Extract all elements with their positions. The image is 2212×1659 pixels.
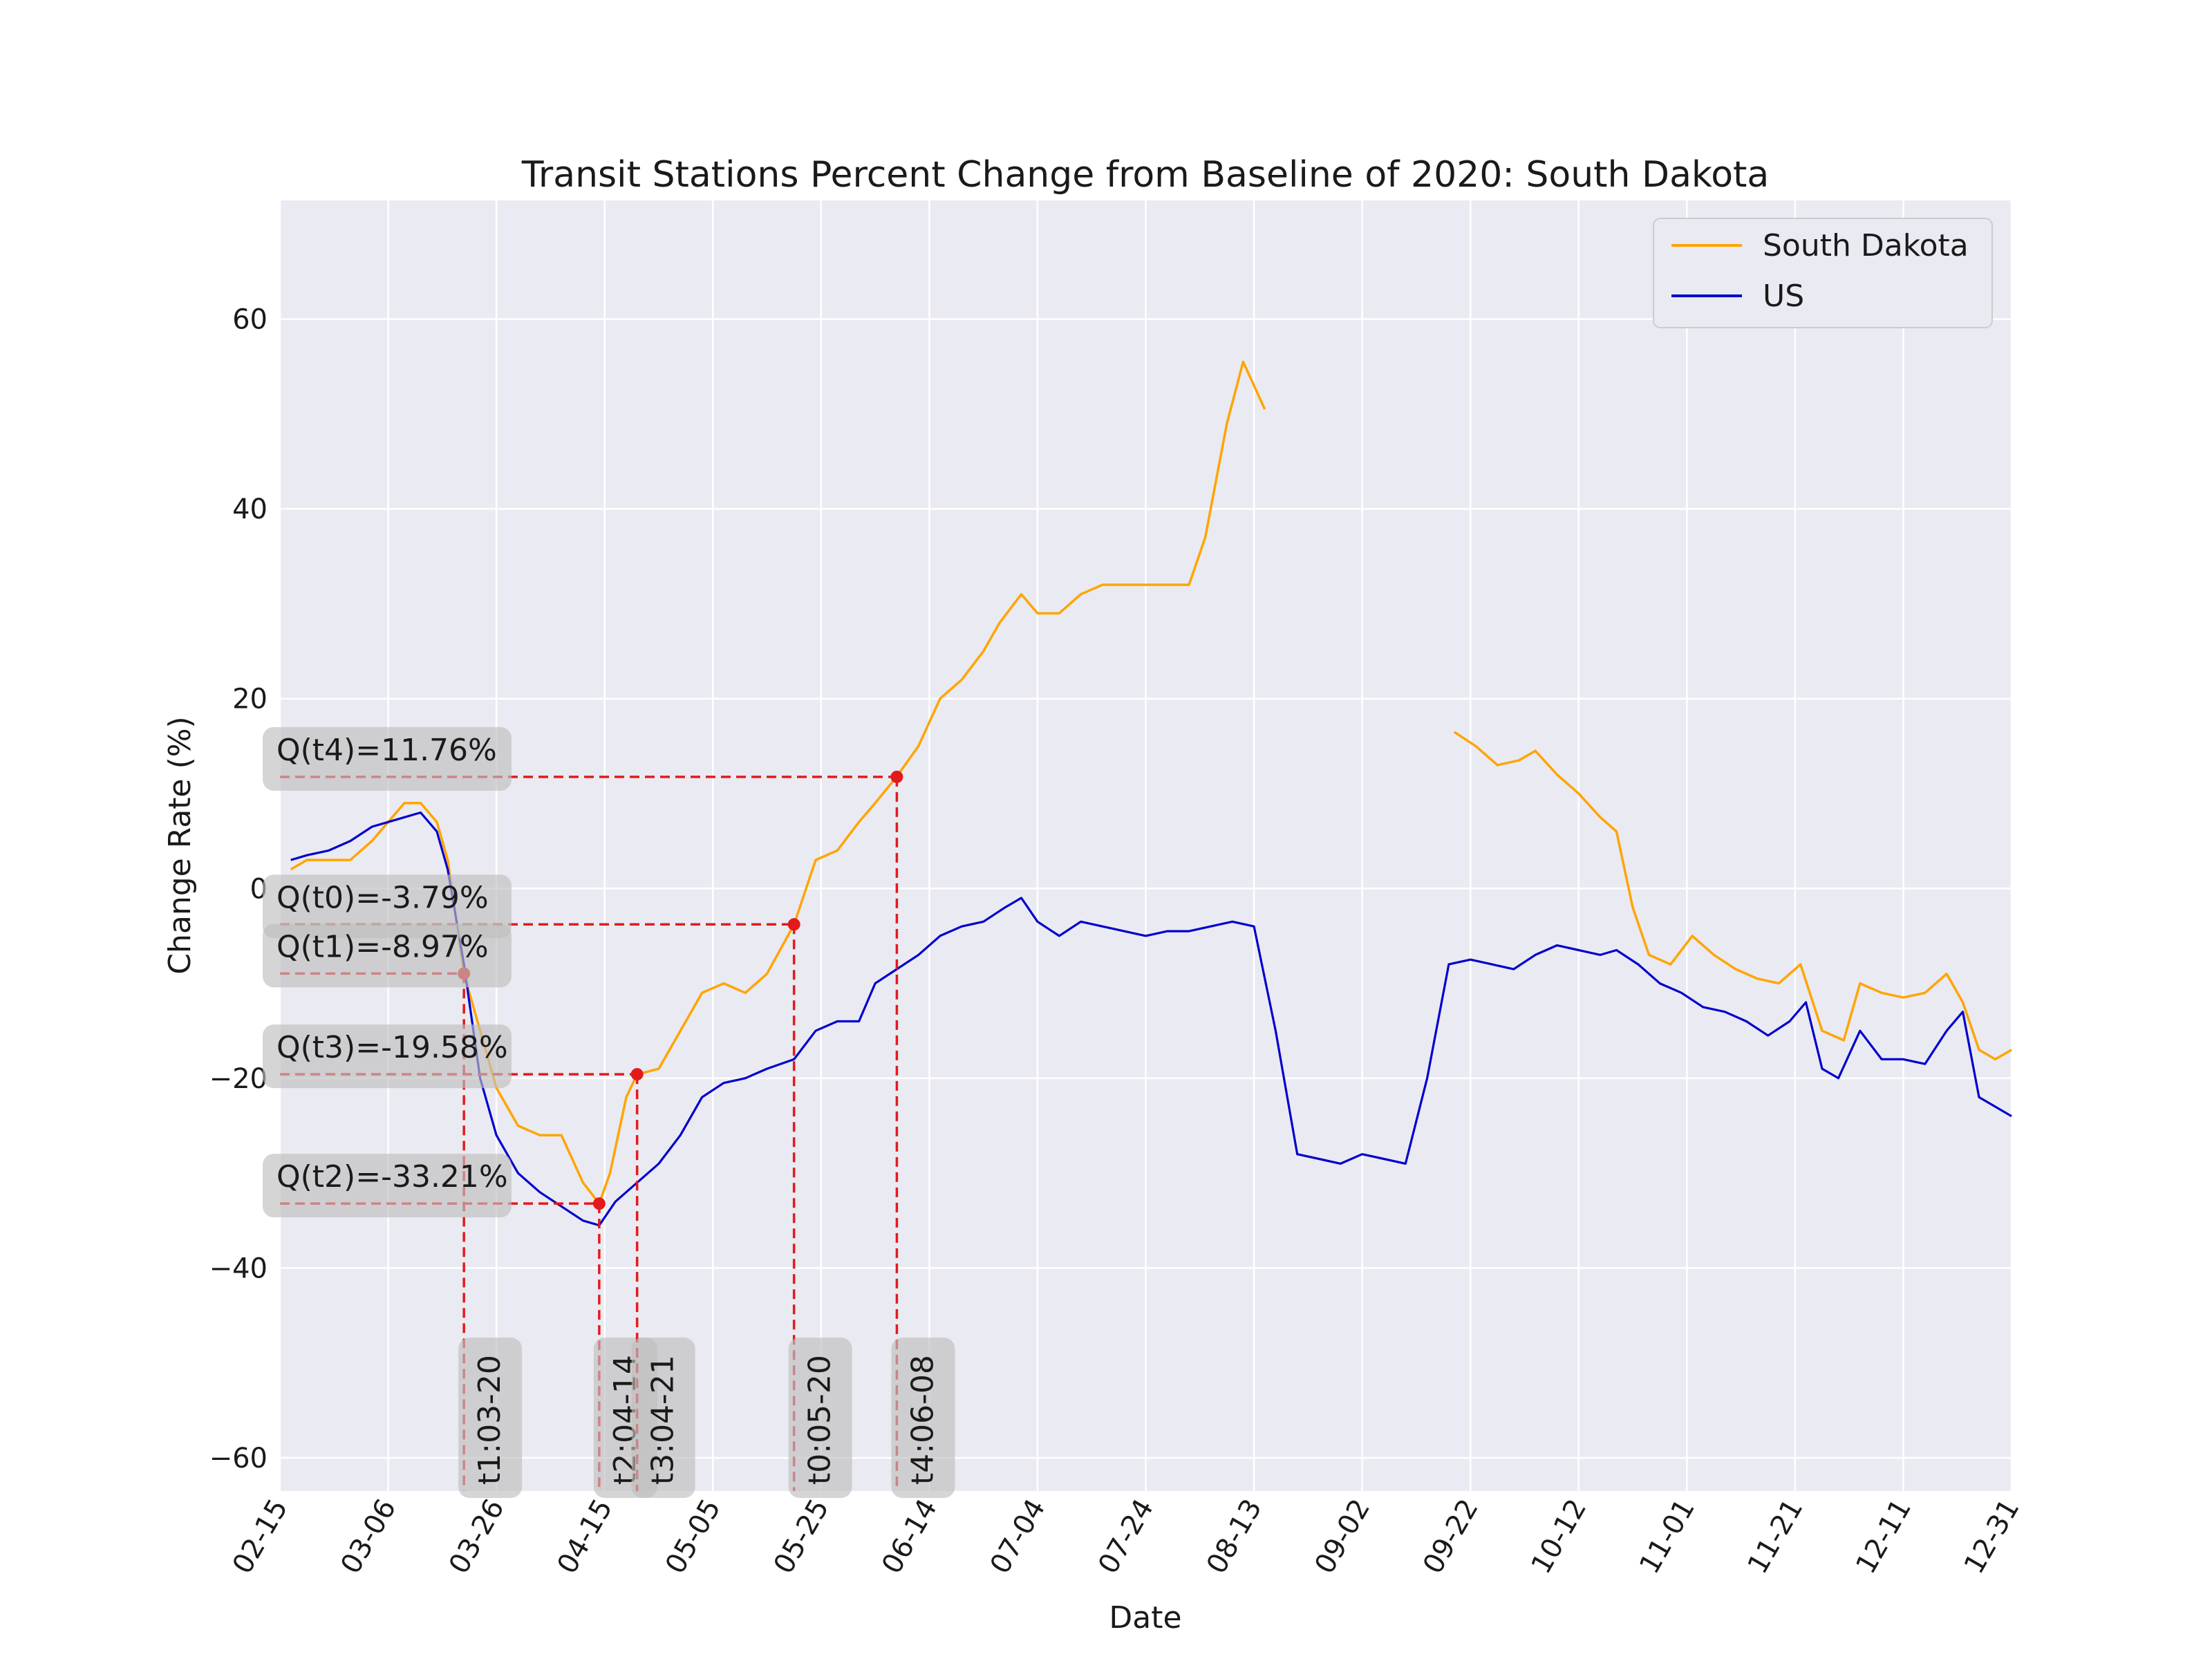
- annotation-marker: [787, 918, 800, 931]
- x-tick-label: 05-05: [659, 1494, 727, 1580]
- value-label: Q(t0)=-3.79%: [276, 880, 489, 915]
- date-label-box: [631, 1338, 695, 1498]
- y-tick-label: −60: [209, 1443, 268, 1474]
- y-tick-label: −40: [209, 1253, 268, 1284]
- x-tick-label: 06-14: [876, 1494, 944, 1580]
- legend-label-us: US: [1763, 279, 1804, 314]
- y-tick-label: 20: [232, 684, 268, 715]
- annotation-marker: [890, 770, 903, 783]
- series-line-south-dakota: [1453, 731, 2012, 1061]
- chart-title: Transit Stations Percent Change from Bas…: [521, 154, 1770, 196]
- y-axis-label: Change Rate (%): [162, 716, 198, 974]
- date-label: t4:06-08: [905, 1355, 940, 1485]
- x-tick-label: 05-25: [768, 1494, 836, 1580]
- value-label: Q(t4)=11.76%: [276, 733, 497, 768]
- value-label-box: [263, 727, 512, 791]
- y-tick-label: 40: [232, 494, 268, 525]
- value-label: Q(t2)=-33.21%: [276, 1159, 508, 1194]
- value-label: Q(t3)=-19.58%: [276, 1030, 508, 1065]
- x-tick-label: 02-15: [227, 1494, 294, 1580]
- value-label-box: [263, 924, 512, 988]
- x-tick-label: 04-15: [551, 1494, 619, 1580]
- legend: South Dakota US: [1653, 218, 1993, 328]
- x-tick-label: 07-04: [984, 1494, 1052, 1580]
- date-label: t0:05-20: [803, 1355, 838, 1485]
- date-label-box: [458, 1338, 523, 1498]
- value-label-box: [263, 1154, 512, 1218]
- annotation-marker: [630, 1068, 644, 1081]
- series-line-us: [290, 811, 2012, 1227]
- annotation-marker: [592, 1197, 606, 1210]
- date-label: t3:04-21: [646, 1355, 681, 1485]
- series-lines: [290, 360, 2012, 1227]
- x-tick-label: 03-26: [443, 1494, 511, 1580]
- x-tick-label: 07-24: [1092, 1494, 1160, 1580]
- series-line-south-dakota: [290, 360, 1266, 1205]
- y-tick-label: −20: [209, 1063, 268, 1095]
- date-label-box: [891, 1338, 955, 1498]
- legend-label-south-dakota: South Dakota: [1763, 228, 1969, 263]
- x-tick-label: 10-12: [1525, 1494, 1593, 1580]
- x-tick-label: 03-06: [335, 1494, 402, 1580]
- x-axis-label: Date: [1109, 1600, 1181, 1635]
- value-label: Q(t1)=-8.97%: [276, 929, 489, 964]
- date-label-box: [788, 1338, 852, 1498]
- value-label-box: [263, 874, 512, 939]
- x-tick-label: 11-01: [1633, 1494, 1701, 1580]
- x-tick-label: 12-31: [1958, 1494, 2026, 1580]
- x-tick-label: 11-21: [1742, 1494, 1810, 1580]
- x-tick-label: 09-02: [1309, 1494, 1376, 1580]
- date-label: t1:03-20: [472, 1355, 507, 1485]
- x-tick-label: 09-22: [1417, 1494, 1485, 1580]
- y-tick-label: 60: [232, 304, 268, 336]
- grid-lines: [279, 200, 2013, 1491]
- annotations: Q(t0)=-3.79% t0:05-20 Q(t1)=-8.97% t1:03-20…: [263, 727, 955, 1498]
- value-label-box: [263, 1024, 512, 1089]
- x-tick-label: 08-13: [1201, 1494, 1268, 1580]
- x-tick-label: 12-11: [1850, 1494, 1918, 1580]
